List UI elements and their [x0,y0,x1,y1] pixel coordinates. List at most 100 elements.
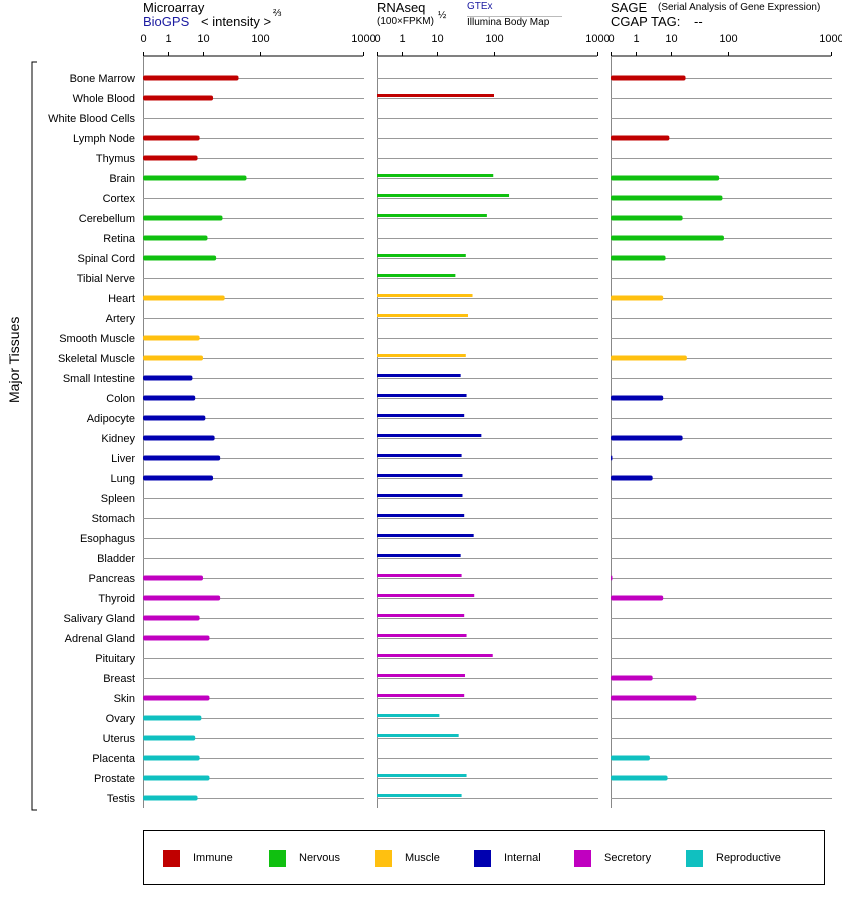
sage-bar [611,175,720,181]
tissue-label: Lymph Node [73,133,135,145]
rnaseq-tick-label: 1000 [585,33,609,45]
y-axis-bracket [31,61,37,811]
tissue-label: Esophagus [80,533,136,545]
tissue-label: Spleen [101,493,135,505]
microarray-unit-exponent: ⅔ [273,8,282,19]
rnaseq-bar [377,674,466,677]
rnaseq-bar [377,434,482,437]
tissue-label: Liver [111,453,135,465]
legend-label: Reproductive [716,852,781,864]
rnaseq-bar [377,614,465,617]
rnaseq-bar [377,474,463,477]
rnaseq-bar [377,574,462,577]
rnaseq-bar [377,294,473,297]
microarray-bar [143,215,223,221]
microarray-bar [143,435,215,441]
legend-label: Nervous [299,852,340,864]
tissue-label: Pituitary [95,653,135,665]
microarray-bar [143,95,214,101]
sage-bar [611,255,666,261]
microarray-bar [143,175,247,181]
tissue-label: Artery [106,313,136,325]
tissue-label: Cortex [103,193,136,205]
legend-swatch [269,850,286,867]
tissue-label: Whole Blood [73,93,135,105]
gtex-link[interactable]: GTEx [467,1,493,12]
legend-swatch [574,850,591,867]
microarray-bar [143,615,200,621]
tissue-label: Heart [108,293,135,305]
legend-swatch [163,850,180,867]
microarray-tick-label: 0 [140,33,146,45]
rnaseq-unit: (100×FPKM) [377,16,434,27]
tissue-label: Colon [106,393,135,405]
rnaseq-bar [377,174,494,177]
tissue-label: Skin [114,693,135,705]
microarray-bar [143,415,206,421]
tissue-label: Lung [111,473,135,485]
sage-bar [611,455,613,461]
tissue-label: Thymus [96,153,136,165]
rnaseq-tick-label: 100 [485,33,503,45]
sage-tick-label: 0 [608,33,614,45]
rnaseq-bar [377,734,459,737]
tissue-label: Uterus [103,733,136,745]
microarray-bar [143,135,200,141]
microarray-tick-label: 1 [165,33,171,45]
sage-bar [611,355,687,361]
microarray-bar [143,295,225,301]
microarray-tick-label: 10 [197,33,209,45]
legend-label: Secretory [604,852,652,864]
microarray-bar [143,255,217,261]
illumina-body-map-link[interactable]: Illumina Body Map [467,16,562,28]
sage-bar [611,575,613,581]
rnaseq-bar [377,514,465,517]
y-axis-title: Major Tissues [6,316,22,403]
tissue-label: Cerebellum [79,213,135,225]
tissue-label: Adrenal Gland [65,633,135,645]
microarray-bar [143,775,210,781]
legend-swatch [375,850,392,867]
sage-tick-label: 1000 [819,33,842,45]
tissue-label: Skeletal Muscle [58,353,135,365]
tissue-label: Tibial Nerve [77,273,135,285]
sage-bar [611,595,664,601]
microarray-bar [143,695,210,701]
cgap-tag-label: CGAP TAG: [611,14,681,29]
legend-swatch [686,850,703,867]
tissue-label: Kidney [101,433,135,445]
rnaseq-bar [377,194,510,197]
microarray-bar [143,235,208,241]
cgap-tag-value: -- [694,14,703,29]
sage-bar [611,435,683,441]
sage-bar [611,755,650,761]
rnaseq-bar [377,714,440,717]
sage-bar [611,775,668,781]
rnaseq-bar [377,534,474,537]
sage-bar [611,195,723,201]
microarray-bar [143,455,221,461]
legend-label: Internal [504,852,541,864]
rnaseq-unit-exponent: ½ [438,10,447,21]
tissue-label: Spinal Cord [78,253,135,265]
microarray-bar [143,715,202,721]
microarray-bar [143,155,198,161]
sage-bar [611,295,664,301]
rnaseq-tick-label: 10 [431,33,443,45]
sage-bar [611,475,653,481]
microarray-tick-label: 100 [251,33,269,45]
biogps-link[interactable]: BioGPS [143,14,190,29]
rnaseq-bar [377,654,493,657]
legend-label: Muscle [405,852,440,864]
sage-bar [611,675,653,681]
rnaseq-bar [377,594,475,597]
sage-subtitle: (Serial Analysis of Gene Expression) [658,2,821,13]
sage-tick-label: 100 [719,33,737,45]
legend-swatch [474,850,491,867]
tissue-label: Salivary Gland [63,613,135,625]
rnaseq-bar [377,354,466,357]
rnaseq-bar [377,414,465,417]
tissue-label: Stomach [92,513,135,525]
tissue-label: Smooth Muscle [59,333,135,345]
sage-bar [611,75,686,81]
